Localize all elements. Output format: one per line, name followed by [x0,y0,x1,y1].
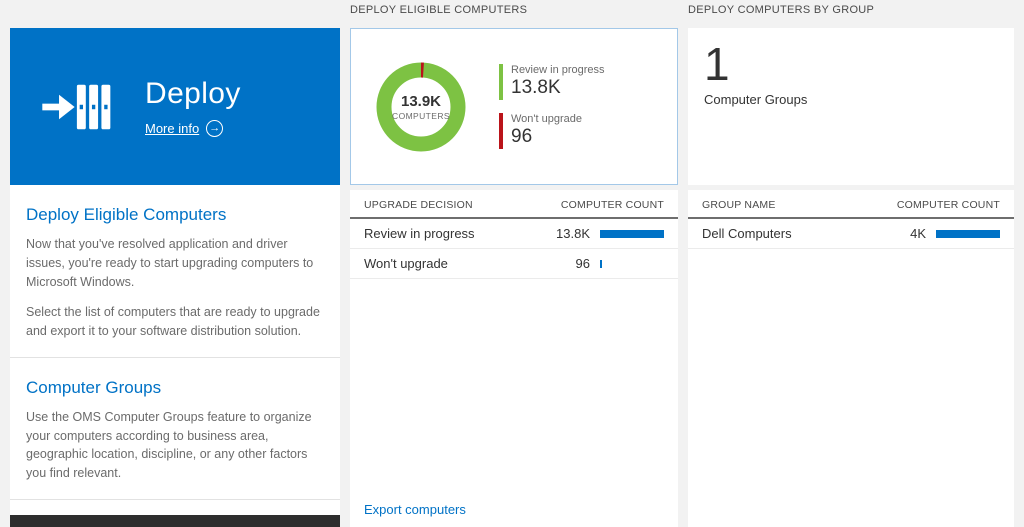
eligible-computers-header: DEPLOY ELIGIBLE COMPUTERS [350,4,528,16]
row-bar-track [936,229,1000,238]
deploy-tile[interactable]: Deploy More info → [10,28,340,185]
legend-value: 96 [511,126,533,147]
deploy-icon [10,78,145,136]
section-heading-deploy-eligible: Deploy Eligible Computers [26,205,227,224]
legend-label: Won't upgrade [511,113,583,125]
group-count-label: Computer Groups [704,92,808,108]
column-header-computer-count: COMPUTER COUNT [896,199,1000,211]
overview-description: Deploy Eligible Computers Now that you'v… [10,185,340,515]
section-deploy-eligible: Deploy Eligible Computers Now that you'v… [26,205,324,341]
row-value: 13.8K [556,226,590,241]
deploy-tile-text: Deploy More info → [145,77,241,137]
legend-value: 13.8K [511,77,561,98]
section-paragraph: Use the OMS Computer Groups feature to o… [26,409,312,480]
legend-item-wont-upgrade: Won't upgrade 96 [499,113,605,149]
row-bar-track [600,259,664,268]
row-label: Dell Computers [702,226,792,241]
row-bar [600,259,602,268]
section-divider [10,498,340,500]
table-row-review-in-progress[interactable]: Review in progress 13.8K [350,219,678,249]
overview-panel: Deploy More info → Deploy Eligible Compu… [10,28,340,527]
table-header-row: GROUP NAME COMPUTER COUNT [688,190,1014,219]
upgrade-decision-table: UPGRADE DECISION COMPUTER COUNT Review i… [350,190,678,527]
column-header-upgrade-decision: UPGRADE DECISION [364,199,473,211]
computers-by-group-header: DEPLOY COMPUTERS BY GROUP [688,4,875,16]
row-label: Won't upgrade [364,256,448,271]
section-heading-computer-groups: Computer Groups [26,377,162,397]
row-bar [600,229,664,238]
more-info-link[interactable]: More info [145,120,200,136]
column-header-group-name: GROUP NAME [702,199,776,211]
table-row-dell-computers[interactable]: Dell Computers 4K [688,219,1014,249]
legend-item-review-in-progress: Review in progress 13.8K [499,64,605,100]
group-count: 1 [704,38,730,90]
group-name-table: GROUP NAME COMPUTER COUNT Dell Computers… [688,190,1014,527]
row-bar-track [600,229,664,238]
more-info-arrow-icon[interactable]: → [206,119,224,137]
row-label: Review in progress [364,226,475,241]
row-value: 96 [575,256,590,271]
section-paragraph: Select the list of computers that are re… [26,305,320,338]
donut-chart: 13.9K COMPUTERS [371,57,471,157]
table-header-row: UPGRADE DECISION COMPUTER COUNT [350,190,678,219]
export-computers-link[interactable]: Export computers [364,502,466,517]
section-divider [10,356,340,358]
eligible-computers-donut-tile[interactable]: 13.9K COMPUTERS Review in progress 13.8K… [350,28,678,185]
legend-label: Review in progress [511,64,605,76]
column-header-computer-count: COMPUTER COUNT [560,199,664,211]
donut-legend: Review in progress 13.8K Won't upgrade 9… [499,64,605,149]
row-bar [936,229,1000,238]
section-paragraph: Now that you've resolved application and… [26,237,314,289]
legend-swatch-red [499,113,503,149]
page-title: Deploy [145,76,241,110]
footer-bar [10,515,340,527]
table-row-wont-upgrade[interactable]: Won't upgrade 96 [350,249,678,279]
computer-groups-count-tile[interactable]: 1 Computer Groups [688,28,1014,185]
legend-swatch-green [499,64,503,100]
row-value: 4K [910,226,926,241]
section-computer-groups: Computer Groups Use the OMS Computer Gro… [26,378,324,483]
